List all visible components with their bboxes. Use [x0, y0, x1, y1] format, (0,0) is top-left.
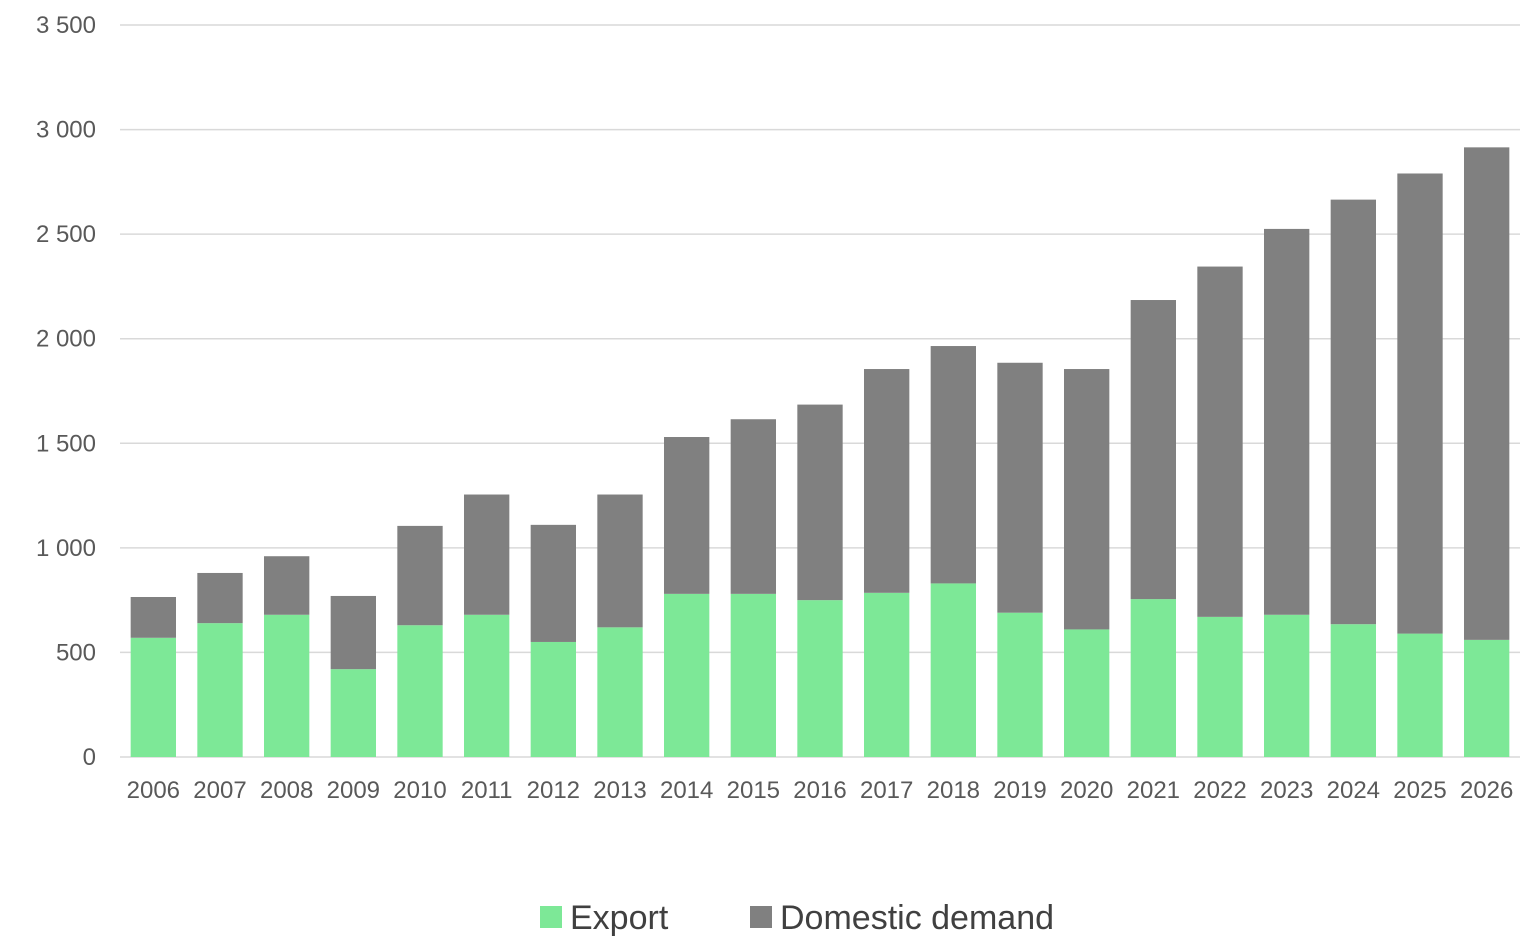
bar-export-2013 [597, 627, 643, 757]
x-tick-label: 2015 [727, 777, 780, 804]
x-axis-tick-labels: 2006 2007 2008 2009 2010 2011 2012 2013 2014 2015… [127, 777, 1514, 804]
bar-domestic-demand-2010 [397, 525, 443, 626]
bar-domestic-demand-2017 [864, 369, 910, 593]
x-tick-label: 2020 [1060, 777, 1113, 804]
bar-export-2016 [797, 600, 843, 757]
bar-domestic-demand-2026 [1464, 147, 1510, 640]
bar-export-2017 [864, 592, 910, 757]
y-axis-tick-labels: 0 500 1 000 1 500 2 000 2 500 3 000 3 500 [36, 12, 96, 771]
bar-domestic-demand-2019 [997, 362, 1043, 613]
y-tick-label: 3 500 [36, 12, 96, 39]
bar-export-2012 [530, 641, 576, 757]
x-tick-label: 2026 [1460, 777, 1513, 804]
legend-item-export: Export [540, 899, 669, 936]
y-tick-label: 2 500 [36, 221, 96, 248]
bar-export-2008 [264, 614, 310, 757]
legend-item-domestic-demand: Domestic demand [750, 899, 1054, 936]
legend-label: Domestic demand [780, 899, 1054, 936]
bar-domestic-demand-2009 [330, 595, 376, 670]
bar-export-2024 [1330, 624, 1376, 757]
bar-export-2020 [1064, 629, 1110, 757]
y-tick-label: 1 500 [36, 430, 96, 457]
x-tick-label: 2022 [1193, 777, 1246, 804]
x-tick-label: 2012 [527, 777, 580, 804]
bar-domestic-demand-2020 [1064, 369, 1110, 630]
bar-domestic-demand-2023 [1264, 228, 1310, 615]
bar-domestic-demand-2008 [264, 556, 310, 615]
x-tick-label: 2016 [793, 777, 846, 804]
legend: Export Domestic demand [540, 899, 1054, 936]
bar-export-2025 [1397, 633, 1443, 757]
bar-export-2026 [1464, 639, 1510, 757]
bar-export-2006 [130, 637, 176, 757]
legend-label: Export [570, 899, 669, 936]
x-tick-label: 2014 [660, 777, 713, 804]
x-tick-label: 2008 [260, 777, 313, 804]
x-tick-label: 2024 [1327, 777, 1380, 804]
bar-domestic-demand-2013 [597, 494, 643, 628]
bar-export-2019 [997, 612, 1043, 757]
x-tick-label: 2011 [461, 777, 513, 804]
legend-swatch [750, 906, 772, 928]
bar-domestic-demand-2018 [930, 346, 976, 584]
bar-export-2018 [930, 583, 976, 757]
bar-domestic-demand-2011 [464, 494, 510, 615]
y-tick-label: 0 [83, 744, 96, 771]
bar-domestic-demand-2015 [730, 419, 776, 594]
x-tick-label: 2013 [593, 777, 646, 804]
x-tick-label: 2007 [193, 777, 246, 804]
bar-domestic-demand-2006 [130, 597, 176, 638]
bar-export-2011 [464, 614, 510, 757]
bar-domestic-demand-2021 [1130, 300, 1176, 600]
bar-export-2014 [664, 593, 710, 757]
bar-domestic-demand-2012 [530, 524, 576, 642]
x-tick-label: 2018 [927, 777, 980, 804]
bar-domestic-demand-2014 [664, 437, 710, 594]
bar-export-2009 [330, 669, 376, 757]
x-tick-label: 2019 [993, 777, 1046, 804]
x-tick-label: 2017 [860, 777, 913, 804]
bar-export-2022 [1197, 616, 1243, 757]
x-tick-label: 2025 [1393, 777, 1446, 804]
bar-domestic-demand-2025 [1397, 173, 1443, 634]
x-tick-label: 2023 [1260, 777, 1313, 804]
bar-domestic-demand-2022 [1197, 266, 1243, 617]
x-tick-label: 2009 [327, 777, 380, 804]
y-tick-label: 3 000 [36, 117, 96, 144]
bar-export-2010 [397, 625, 443, 757]
bar-export-2007 [197, 623, 243, 757]
y-tick-label: 2 000 [36, 326, 96, 353]
x-tick-label: 2021 [1127, 777, 1180, 804]
y-tick-label: 500 [56, 639, 96, 666]
bar-domestic-demand-2016 [797, 404, 843, 601]
y-tick-label: 1 000 [36, 535, 96, 562]
bar-export-2015 [730, 593, 776, 757]
bar-domestic-demand-2024 [1330, 199, 1376, 625]
legend-swatch [540, 906, 562, 928]
x-tick-label: 2010 [393, 777, 446, 804]
bar-domestic-demand-2007 [197, 572, 243, 624]
bar-export-2021 [1130, 599, 1176, 757]
bars [130, 147, 1510, 757]
x-tick-label: 2006 [127, 777, 180, 804]
bar-export-2023 [1264, 614, 1310, 757]
